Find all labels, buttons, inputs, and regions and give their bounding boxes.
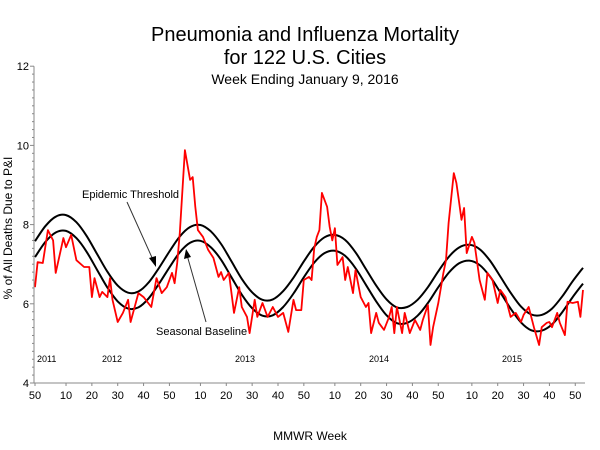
- y-tick-label: 6: [23, 299, 29, 311]
- annotation-epidemic-threshold: Epidemic Threshold: [82, 189, 179, 267]
- year-label: 2011: [37, 354, 56, 364]
- annotation-arrow: [186, 254, 207, 323]
- x-tick-label: 30: [517, 390, 529, 402]
- x-tick-label: 10: [60, 390, 72, 402]
- x-tick-label: 50: [298, 390, 310, 402]
- year-label: 2015: [502, 354, 522, 364]
- x-tick-label: 50: [432, 390, 444, 402]
- x-tick-label: 20: [86, 390, 98, 402]
- x-tick-label: 30: [246, 390, 258, 402]
- year-label: 2013: [235, 354, 255, 364]
- year-label: 2014: [369, 354, 389, 364]
- x-axis-title: MMWR Week: [273, 429, 348, 443]
- x-tick-label: 20: [492, 390, 504, 402]
- x-tick-label: 40: [272, 390, 284, 402]
- arrowhead-icon: [184, 249, 191, 259]
- series-line-observed: [34, 149, 584, 346]
- annotation-label: Seasonal Baseline: [156, 326, 247, 338]
- x-tick-label: 50: [29, 390, 41, 402]
- series-layer: [34, 149, 584, 346]
- x-tick-label: 10: [194, 390, 206, 402]
- y-tick-label: 10: [17, 140, 29, 152]
- x-tick-label: 40: [406, 390, 418, 402]
- x-tick-label: 10: [466, 390, 478, 402]
- year-label: 2012: [102, 354, 122, 364]
- annotation-label: Epidemic Threshold: [82, 189, 179, 201]
- x-tick-label: 40: [543, 390, 555, 402]
- y-axis-title: % of All Deaths Due to P&I: [1, 157, 15, 300]
- annotation-seasonal-baseline: Seasonal Baseline: [156, 249, 247, 338]
- series-line-threshold: [34, 213, 584, 317]
- x-tick-label: 30: [112, 390, 124, 402]
- y-tick-label: 4: [23, 378, 29, 390]
- chart-title-line2: for 122 U.S. Cities: [224, 47, 386, 69]
- axes-layer: 4 6 8 10 12 50 10 20 30 40 50 10 20 30 40 50 10 20 30 40 50 1…: [17, 61, 585, 402]
- annotation-arrow: [126, 201, 155, 263]
- x-tick-label: 50: [163, 390, 175, 402]
- chart-subtitle: Week Ending January 9, 2016: [211, 71, 399, 87]
- x-tick-label: 20: [220, 390, 232, 402]
- arrowhead-icon: [149, 256, 156, 267]
- x-tick-label: 50: [569, 390, 581, 402]
- x-tick-label: 10: [329, 390, 341, 402]
- chart-title: Pneumonia and Influenza Mortality: [151, 24, 459, 46]
- x-tick-label: 20: [355, 390, 367, 402]
- x-tick-label: 30: [380, 390, 392, 402]
- x-tick-label: 40: [137, 390, 149, 402]
- y-tick-label: 12: [17, 61, 29, 73]
- y-tick-label: 8: [23, 220, 29, 232]
